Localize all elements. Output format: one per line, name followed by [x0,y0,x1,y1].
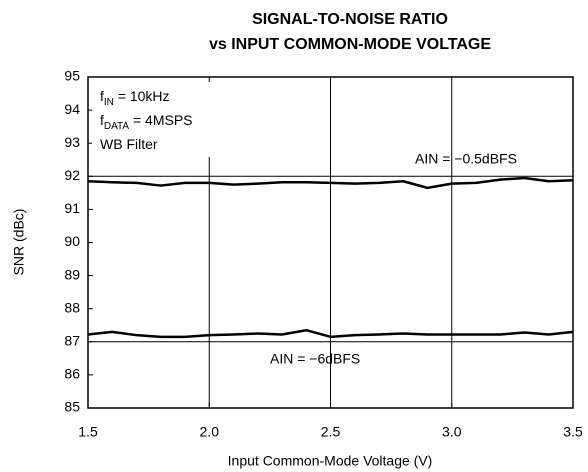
x-tick-label: 2.0 [200,424,220,440]
series-line [87,176,574,190]
annotation: fIN = 10kHz [100,88,170,108]
y-tick-label: 85 [64,399,80,415]
series-line [87,328,574,339]
chart-title: SIGNAL-TO-NOISE RATIO [252,11,448,28]
y-tick-label: 87 [64,333,80,349]
y-tick-label: 90 [64,233,80,249]
y-axis-label: SNR (dBc) [11,209,27,276]
annotation-part: IN [104,97,114,108]
annotation: fDATA = 4MSPS [100,112,193,132]
x-tick-label: 2.5 [321,424,341,440]
y-tick-label: 86 [64,366,80,382]
annotation-part: = 10kHz [114,88,170,104]
y-tick-label: 95 [64,68,80,84]
annotation-part: DATA [104,121,130,132]
x-axis-label: Input Common-Mode Voltage (V) [228,453,433,469]
annotation-part: WB Filter [100,136,158,152]
annotation: WB Filter [100,136,158,152]
chart-title: vs INPUT COMMON-MODE VOLTAGE [209,36,491,53]
y-tick-label: 93 [64,134,80,150]
y-tick-label: 88 [64,299,80,315]
annotation-part: = 4MSPS [129,112,192,128]
y-tick-label: 92 [64,167,80,183]
annotation-part: f [100,112,104,128]
annotation-box [92,82,227,157]
series-label: AIN = −0.5dBFS [415,151,517,167]
x-tick-label: 3.5 [563,424,583,440]
y-tick-label: 94 [64,101,80,117]
series-label: AIN = −6dBFS [270,351,360,367]
y-tick-label: 89 [64,266,80,282]
x-tick-label: 1.5 [78,424,98,440]
x-tick-label: 3.0 [442,424,462,440]
y-tick-label: 91 [64,200,80,216]
annotation-part: f [100,88,104,104]
